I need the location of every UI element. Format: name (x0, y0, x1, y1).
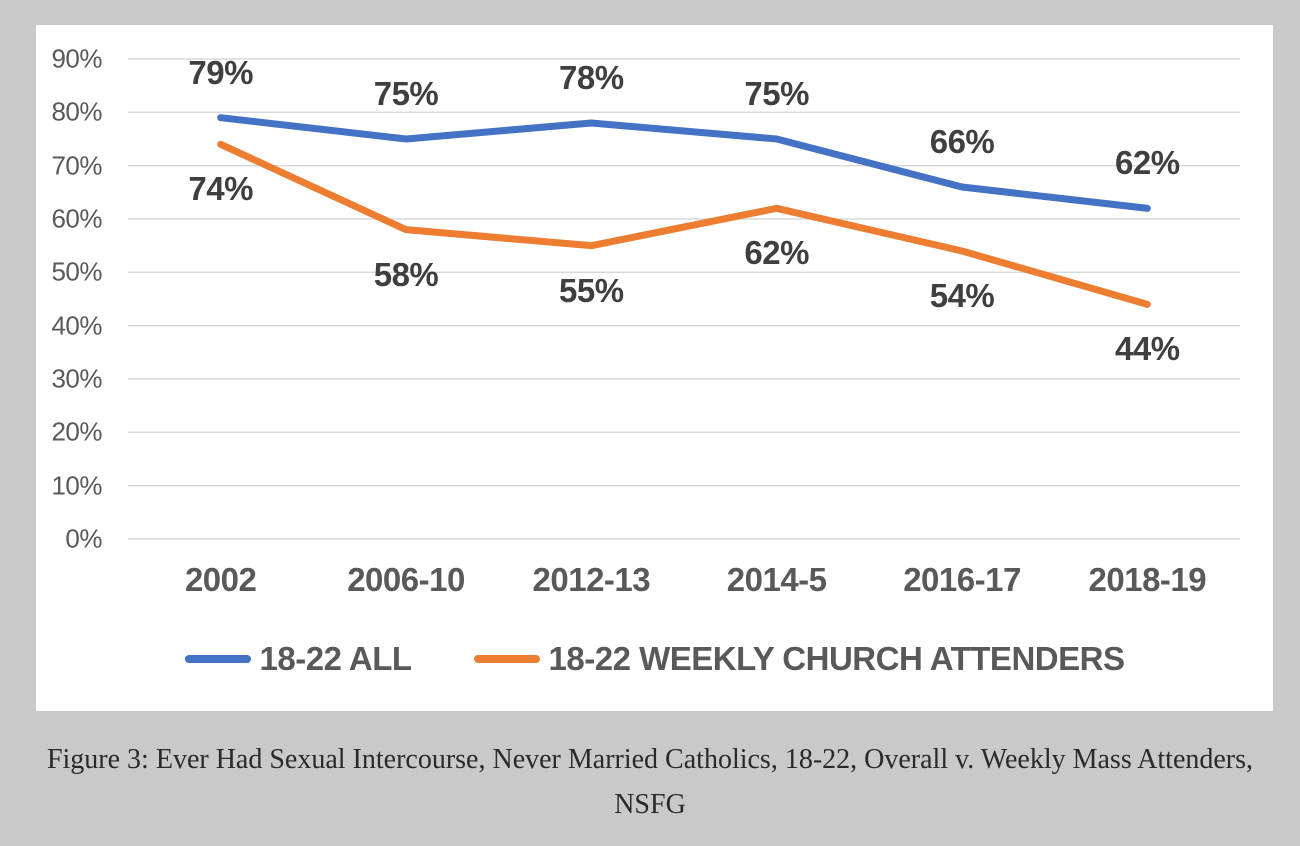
legend-marker-icon (184, 655, 251, 663)
plot-area (128, 58, 1240, 540)
y-axis-tick-60%: 60% (51, 203, 102, 234)
series-line-18-22-weekly-church-attenders (217, 140, 1151, 308)
data-label-18-22-weekly-church-attenders-2012-13: 55% (559, 271, 624, 309)
data-label-18-22-weekly-church-attenders-2014-5: 62% (744, 234, 809, 272)
legend-label: 18-22 ALL (259, 640, 413, 677)
y-axis-tick-70%: 70% (51, 150, 102, 181)
caption-line-2: NSFG (614, 789, 686, 820)
y-axis-tick-10%: 10% (51, 470, 102, 501)
y-axis-tick-80%: 80% (51, 96, 102, 127)
data-label-18-22-all-2002: 79% (188, 53, 253, 91)
series-line-18-22-all (217, 114, 1151, 212)
legend-marker-icon (473, 655, 540, 663)
data-label-18-22-weekly-church-attenders-2002: 74% (188, 170, 253, 208)
legend-label: 18-22 WEEKLY CHURCH ATTENDERS (548, 640, 1125, 677)
data-label-18-22-all-2012-13: 78% (559, 59, 624, 96)
data-label-18-22-weekly-church-attenders-2016-17: 54% (929, 277, 995, 314)
legend: 18-22 ALL 18-22 WEEKLY CHURCH ATTENDERS (36, 637, 1273, 681)
x-axis-tick-2006-10: 2006-10 (347, 560, 465, 598)
y-axis-tick-30%: 30% (51, 363, 102, 394)
data-label-18-22-all-2018-19: 62% (1115, 144, 1180, 182)
data-label-18-22-all-2016-17: 66% (929, 123, 995, 160)
figure-caption: Figure 3: Ever Had Sexual Intercourse, N… (0, 737, 1300, 827)
chart-panel: 0% 10% 20% 30% 40% 50% 60% 70% 80% 90% 2002 2006-10… (36, 25, 1273, 711)
legend-item-18-22-weekly-church-attenders: 18-22 WEEKLY CHURCH ATTENDERS (473, 640, 1125, 678)
x-axis-tick-2018-19: 2018-19 (1088, 560, 1207, 598)
data-label-18-22-all-2014-5: 75% (744, 75, 809, 112)
data-label-18-22-all-2006-10: 75% (373, 75, 439, 112)
x-axis-tick-2002: 2002 (184, 560, 257, 598)
caption-line-1: Figure 3: Ever Had Sexual Intercourse, N… (46, 744, 1254, 775)
data-label-18-22-weekly-church-attenders-2006-10: 58% (373, 255, 439, 293)
x-axis-tick-2012-13: 2012-13 (532, 560, 651, 598)
x-axis-tick-2014-5: 2014-5 (726, 560, 827, 598)
y-axis-tick-40%: 40% (51, 310, 102, 341)
y-axis-tick-0%: 0% (65, 523, 102, 554)
data-label-18-22-weekly-church-attenders-2018-19: 44% (1115, 330, 1180, 368)
y-axis-tick-20%: 20% (51, 416, 102, 447)
y-axis-tick-90%: 90% (51, 43, 102, 74)
legend-item-18-22-all: 18-22 ALL (184, 640, 413, 678)
x-axis-tick-2016-17: 2016-17 (903, 560, 1021, 598)
y-axis-tick-50%: 50% (51, 256, 102, 287)
